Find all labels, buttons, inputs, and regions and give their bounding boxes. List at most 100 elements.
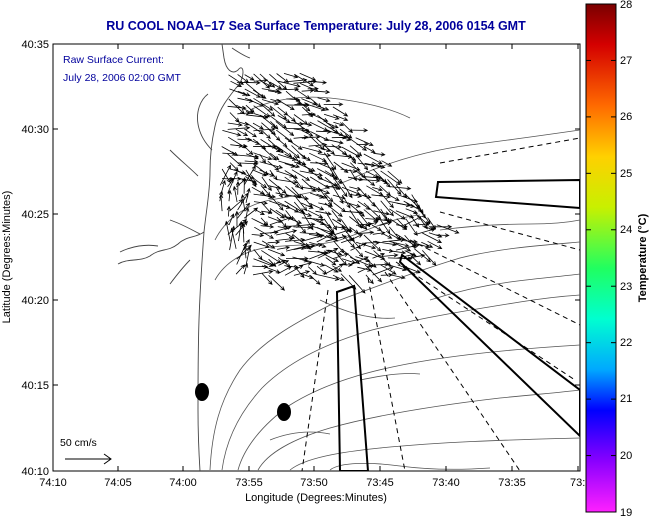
current-vector: [309, 185, 331, 195]
current-vector: [405, 218, 418, 236]
current-vector: [240, 194, 246, 212]
current-vector: [363, 153, 383, 165]
current-vector: [372, 253, 386, 259]
current-vector: [293, 128, 311, 133]
current-vector: [316, 274, 340, 281]
y-tick-label: 40:35: [21, 39, 49, 51]
current-vector: [269, 105, 288, 120]
current-vector: [242, 177, 247, 194]
current-vector: [254, 226, 274, 239]
current-vector: [293, 176, 304, 191]
current-vector: [244, 128, 257, 138]
current-vector: [285, 113, 296, 122]
current-vector: [237, 111, 251, 116]
current-vector: [347, 193, 363, 198]
sector-outlines: [335, 178, 580, 471]
current-vector: [332, 114, 349, 121]
current-vector: [388, 208, 406, 220]
current-vector: [238, 220, 243, 242]
current-vector: [278, 260, 290, 266]
y-tick-label: 40:15: [21, 380, 49, 392]
current-vector: [350, 128, 369, 133]
current-vector: [302, 258, 326, 267]
annotation-line-1: Raw Surface Current:: [63, 54, 164, 66]
current-vector: [269, 208, 285, 219]
current-vector: [301, 243, 323, 250]
current-vector: [278, 160, 301, 169]
current-vector: [309, 203, 325, 211]
current-vector: [285, 146, 301, 159]
current-vector: [261, 176, 272, 192]
y-tick-label: 40:20: [21, 295, 49, 307]
current-vector: [229, 162, 239, 172]
current-vector: [379, 221, 392, 226]
colorbar: [585, 3, 617, 513]
bathymetry-contours: [209, 96, 580, 471]
colorbar-tick-label: 21: [620, 393, 632, 405]
current-vector: [243, 262, 249, 275]
current-vector: [411, 256, 422, 266]
current-vector: [317, 152, 332, 158]
current-vector: [293, 155, 301, 165]
current-vector: [324, 224, 336, 235]
scale-label: 50 cm/s: [60, 437, 97, 449]
colorbar-tick-label: 26: [620, 111, 632, 123]
current-vector: [253, 105, 271, 118]
current-vector: [252, 177, 268, 189]
x-tick-label: 73:50: [300, 477, 328, 489]
x-tick-label: 73:40: [432, 477, 460, 489]
current-vector: [395, 210, 415, 219]
current-vector: [388, 194, 400, 201]
current-vector: [357, 264, 374, 273]
x-tick-marks: [52, 44, 579, 471]
current-vector: [413, 248, 432, 263]
current-vector: [230, 227, 237, 249]
current-vector: [388, 274, 406, 280]
colorbar-tick-label: 27: [620, 55, 632, 67]
current-vector: [284, 163, 296, 168]
current-vector: [309, 242, 327, 248]
current-vector: [228, 98, 245, 115]
current-vector: [253, 152, 273, 161]
current-vector: [339, 128, 353, 139]
current-vector: [261, 250, 282, 264]
current-vector: [363, 145, 376, 153]
current-vector: [252, 89, 267, 99]
current-vector: [276, 229, 298, 236]
current-vector: [317, 89, 331, 95]
current-vector: [371, 224, 382, 231]
current-vector: [284, 176, 300, 188]
current-vector: [261, 104, 276, 117]
current-vector: [323, 263, 344, 275]
current-vector: [381, 253, 399, 258]
current-vector: [270, 121, 279, 130]
current-vector: [227, 189, 232, 202]
current-vector: [412, 222, 431, 227]
current-vector: [380, 264, 397, 275]
current-vector: [316, 193, 328, 199]
current-vector: [395, 243, 412, 252]
current-vector: [252, 122, 264, 130]
current-vector: [245, 176, 258, 185]
colorbar-tick-label: 24: [620, 224, 632, 236]
current-vector: [236, 143, 248, 149]
current-vector: [243, 145, 254, 156]
current-vector: [293, 241, 310, 247]
current-vector: [315, 161, 335, 171]
current-vector: [331, 184, 344, 204]
current-vector: [365, 274, 374, 285]
current-vector: [227, 153, 243, 167]
y-tick-marks: [53, 43, 580, 472]
coastline: [117, 44, 251, 471]
current-vector: [275, 236, 294, 242]
current-vector: [348, 234, 364, 242]
current-vector: [244, 159, 259, 164]
current-vector: [316, 138, 336, 155]
current-vector: [236, 80, 261, 85]
current-vector: [269, 81, 283, 90]
current-vector: [275, 192, 290, 198]
current-vector: [261, 130, 271, 140]
current-vector: [363, 202, 382, 220]
current-vector: [228, 213, 235, 226]
current-vector: [310, 136, 325, 151]
